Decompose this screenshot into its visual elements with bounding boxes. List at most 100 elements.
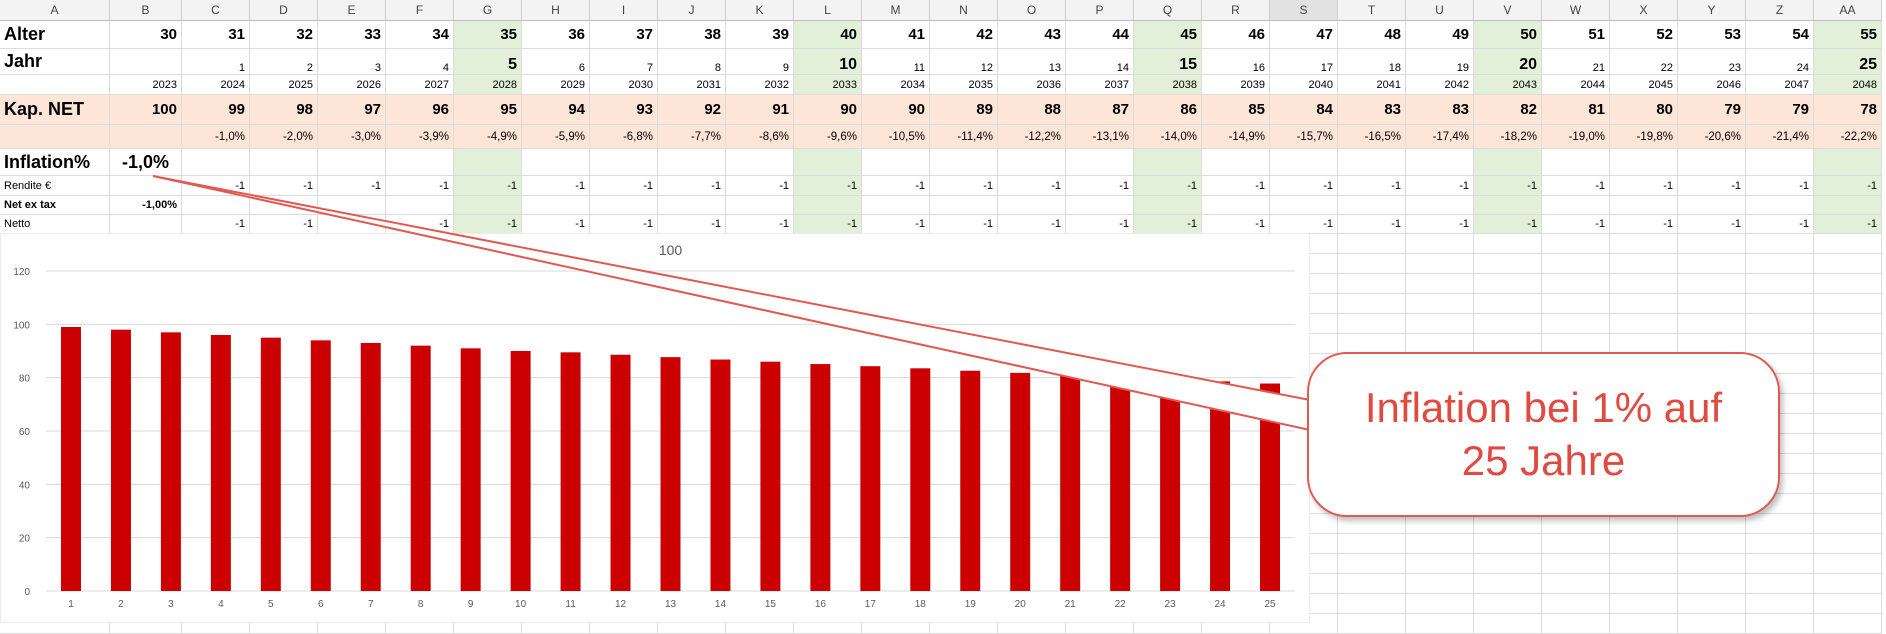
cell-alter-T[interactable]: 48	[1338, 21, 1406, 49]
empty-cell[interactable]	[1406, 254, 1474, 274]
cell-kap-C[interactable]: 99	[182, 95, 250, 125]
empty-cell[interactable]	[1746, 474, 1814, 494]
cell-jahr-AA[interactable]: 25	[1814, 49, 1882, 75]
cell-alter-I[interactable]: 37	[590, 21, 658, 49]
cell-rendite-Z[interactable]: -1	[1746, 176, 1814, 196]
empty-cell[interactable]	[1610, 254, 1678, 274]
cell-alter-A[interactable]: Alter	[0, 21, 110, 49]
column-header-J[interactable]: J	[658, 0, 726, 21]
column-header-W[interactable]: W	[1542, 0, 1610, 21]
empty-cell[interactable]	[1746, 494, 1814, 514]
cell-jahr-I[interactable]: 7	[590, 49, 658, 75]
empty-cell[interactable]	[1746, 314, 1814, 334]
empty-cell[interactable]	[1814, 254, 1882, 274]
cell-netextax-T[interactable]	[1338, 196, 1406, 215]
column-header-A[interactable]: A	[0, 0, 110, 21]
cell-year-K[interactable]: 2032	[726, 75, 794, 95]
cell-kap_pct-T[interactable]: -16,5%	[1338, 125, 1406, 149]
empty-cell[interactable]	[1746, 254, 1814, 274]
cell-kap-S[interactable]: 84	[1270, 95, 1338, 125]
empty-cell[interactable]	[1678, 554, 1746, 574]
column-header-L[interactable]: L	[794, 0, 862, 21]
cell-kap-N[interactable]: 89	[930, 95, 998, 125]
empty-cell[interactable]	[1338, 254, 1406, 274]
empty-cell[interactable]	[1406, 534, 1474, 554]
empty-cell[interactable]	[1338, 274, 1406, 294]
cell-kap-A[interactable]: Kap. NET	[0, 95, 110, 125]
column-header-O[interactable]: O	[998, 0, 1066, 21]
empty-cell[interactable]	[1814, 294, 1882, 314]
cell-inflation-H[interactable]	[522, 149, 590, 176]
cell-inflation-Z[interactable]	[1746, 149, 1814, 176]
cell-kap-P[interactable]: 87	[1066, 95, 1134, 125]
column-header-C[interactable]: C	[182, 0, 250, 21]
cell-netextax-P[interactable]	[1066, 196, 1134, 215]
cell-alter-L[interactable]: 40	[794, 21, 862, 49]
empty-cell[interactable]	[1678, 274, 1746, 294]
cell-jahr-Z[interactable]: 24	[1746, 49, 1814, 75]
cell-kap-H[interactable]: 94	[522, 95, 590, 125]
empty-cell[interactable]	[1746, 294, 1814, 314]
cell-netextax-C[interactable]	[182, 196, 250, 215]
empty-cell[interactable]	[1746, 374, 1814, 394]
cell-jahr-W[interactable]: 21	[1542, 49, 1610, 75]
empty-cell[interactable]	[1474, 254, 1542, 274]
empty-cell[interactable]	[1814, 234, 1882, 254]
cell-rendite-U[interactable]: -1	[1406, 176, 1474, 196]
column-header-P[interactable]: P	[1066, 0, 1134, 21]
cell-inflation-F[interactable]	[386, 149, 454, 176]
cell-jahr-A[interactable]: Jahr	[0, 49, 110, 75]
column-header-D[interactable]: D	[250, 0, 318, 21]
empty-cell[interactable]	[1678, 594, 1746, 614]
cell-kap-O[interactable]: 88	[998, 95, 1066, 125]
cell-year-Z[interactable]: 2047	[1746, 75, 1814, 95]
cell-kap-W[interactable]: 81	[1542, 95, 1610, 125]
empty-cell[interactable]	[1406, 514, 1474, 534]
cell-year-E[interactable]: 2026	[318, 75, 386, 95]
empty-cell[interactable]	[1610, 554, 1678, 574]
column-header-X[interactable]: X	[1610, 0, 1678, 21]
cell-kap-T[interactable]: 83	[1338, 95, 1406, 125]
cell-kap_pct-R[interactable]: -14,9%	[1202, 125, 1270, 149]
empty-cell[interactable]	[1338, 574, 1406, 594]
empty-cell[interactable]	[1406, 274, 1474, 294]
empty-cell[interactable]	[1746, 534, 1814, 554]
cell-inflation-T[interactable]	[1338, 149, 1406, 176]
cell-alter-F[interactable]: 34	[386, 21, 454, 49]
cell-alter-B[interactable]: 30	[110, 21, 182, 49]
cell-kap_pct-I[interactable]: -6,8%	[590, 125, 658, 149]
empty-cell[interactable]	[1610, 594, 1678, 614]
cell-inflation-U[interactable]	[1406, 149, 1474, 176]
cell-jahr-U[interactable]: 19	[1406, 49, 1474, 75]
cell-alter-R[interactable]: 46	[1202, 21, 1270, 49]
column-header-G[interactable]: G	[454, 0, 522, 21]
cell-kap_pct-Y[interactable]: -20,6%	[1678, 125, 1746, 149]
empty-cell[interactable]	[1406, 234, 1474, 254]
cell-netextax-L[interactable]	[794, 196, 862, 215]
column-header-N[interactable]: N	[930, 0, 998, 21]
cell-inflation-C[interactable]	[182, 149, 250, 176]
empty-cell[interactable]	[1542, 254, 1610, 274]
cell-netextax-X[interactable]	[1610, 196, 1678, 215]
cell-rendite-S[interactable]: -1	[1270, 176, 1338, 196]
cell-netextax-AA[interactable]	[1814, 196, 1882, 215]
cell-kap_pct-C[interactable]: -1,0%	[182, 125, 250, 149]
empty-cell[interactable]	[1338, 514, 1406, 534]
cell-kap_pct-W[interactable]: -19,0%	[1542, 125, 1610, 149]
cell-netextax-Z[interactable]	[1746, 196, 1814, 215]
empty-cell[interactable]	[1814, 474, 1882, 494]
cell-alter-K[interactable]: 39	[726, 21, 794, 49]
cell-year-X[interactable]: 2045	[1610, 75, 1678, 95]
cell-year-H[interactable]: 2029	[522, 75, 590, 95]
cell-netextax-U[interactable]	[1406, 196, 1474, 215]
cell-kap-Q[interactable]: 86	[1134, 95, 1202, 125]
empty-cell[interactable]	[1814, 454, 1882, 474]
cell-year-G[interactable]: 2028	[454, 75, 522, 95]
cell-year-C[interactable]: 2024	[182, 75, 250, 95]
column-header-H[interactable]: H	[522, 0, 590, 21]
cell-netextax-Q[interactable]	[1134, 196, 1202, 215]
cell-inflation-Q[interactable]	[1134, 149, 1202, 176]
column-header-B[interactable]: B	[110, 0, 182, 21]
empty-cell[interactable]	[1474, 234, 1542, 254]
cell-year-O[interactable]: 2036	[998, 75, 1066, 95]
